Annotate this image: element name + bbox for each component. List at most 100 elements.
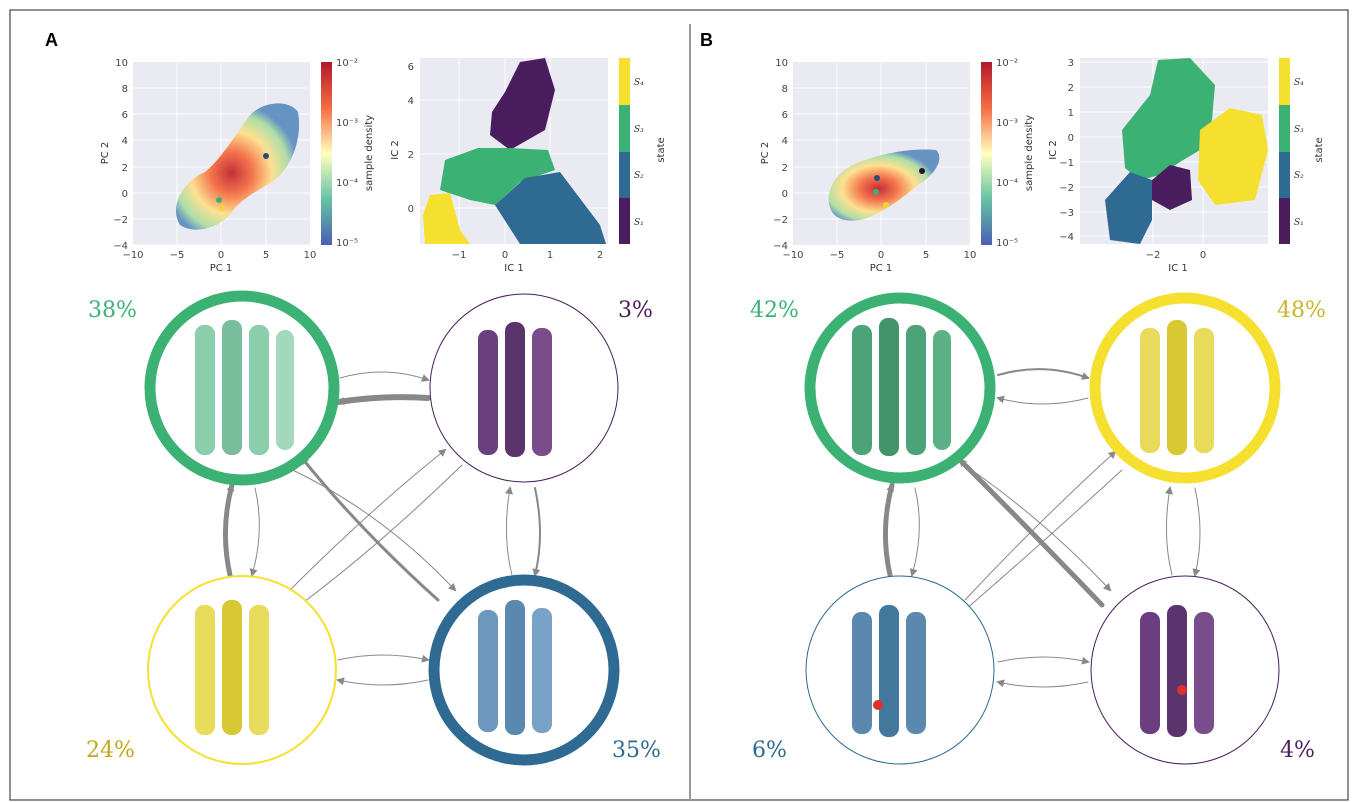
pca-a-cbar-tick: 10⁻⁴ bbox=[336, 178, 358, 189]
pca-a-ylabel: PC 2 bbox=[100, 142, 111, 165]
ica-b-xtick: 0 bbox=[1200, 250, 1206, 261]
ica-a-state-label: S₁ bbox=[634, 218, 644, 228]
state-node: 42% bbox=[750, 292, 996, 484]
pca-a-cbar-tick: 10⁻² bbox=[336, 58, 358, 69]
pca-a-ytick: 10 bbox=[115, 58, 128, 69]
ica-b-state-label: S₂ bbox=[1294, 171, 1304, 181]
pca-a-ytick: 2 bbox=[122, 163, 128, 174]
state-node: 24% bbox=[86, 575, 337, 765]
state-node: 6% bbox=[752, 575, 995, 765]
ica-b-ytick: 1 bbox=[1068, 108, 1074, 119]
pca-a-cbar-tick: 10⁻⁵ bbox=[336, 238, 358, 249]
ica-b-ytick: −2 bbox=[1059, 183, 1074, 194]
ica-a-cbar-label: state bbox=[656, 137, 667, 162]
pca-b-ytick: 8 bbox=[782, 84, 788, 95]
pca-a-ytick: −2 bbox=[113, 215, 128, 226]
pca-b-xtick: 10 bbox=[964, 250, 977, 261]
ica-b-ytick: 0 bbox=[1068, 133, 1074, 144]
panel-a-letter: A bbox=[45, 30, 58, 50]
panel-b-ica-plot: −2 0 −4 −3 −2 −1 0 1 2 3 IC 1 IC 2 S₄ S₃… bbox=[1048, 58, 1325, 274]
ica-a-ylabel: IC 2 bbox=[390, 140, 401, 159]
ica-a-ytick: 2 bbox=[408, 150, 414, 161]
figure-border bbox=[9, 9, 1349, 801]
pca-a-ytick: −4 bbox=[113, 241, 128, 252]
ica-a-xtick: 0 bbox=[502, 250, 508, 261]
pca-b-cbar-tick: 10⁻⁵ bbox=[996, 238, 1018, 249]
state-population: 48% bbox=[1277, 298, 1326, 323]
state-population: 3% bbox=[618, 298, 653, 323]
panel-b-letter: B bbox=[700, 30, 713, 50]
ica-a-state-label: S₄ bbox=[634, 78, 644, 88]
ica-b-cbar-label: state bbox=[1314, 137, 1325, 162]
ica-b-ytick: 2 bbox=[1068, 83, 1074, 94]
pca-a-ytick: 6 bbox=[122, 110, 128, 121]
state-population: 42% bbox=[750, 298, 799, 323]
panel-b-state-network: 42% 48% 6% bbox=[750, 292, 1326, 765]
pca-b-ytick: 2 bbox=[782, 163, 788, 174]
panel-b-pca-plot: −10 −5 0 5 10 −4 −2 0 2 4 6 8 10 PC 1 PC… bbox=[760, 58, 1035, 274]
state-node: 35% bbox=[428, 574, 661, 766]
ica-b-xtick: −2 bbox=[1146, 250, 1161, 261]
ica-a-ytick: 6 bbox=[408, 62, 414, 73]
state-population: 4% bbox=[1280, 738, 1315, 763]
pca-b-xtick: −5 bbox=[830, 250, 845, 261]
ica-b-ylabel: IC 2 bbox=[1048, 140, 1059, 159]
state-node: 38% bbox=[88, 290, 340, 486]
panel-a: A −10 −5 0 5 10 −4 −2 0 2 bbox=[45, 30, 667, 766]
pca-b-ytick: 4 bbox=[782, 136, 788, 147]
pca-b-ytick: 6 bbox=[782, 110, 788, 121]
ica-a-state-label: S₃ bbox=[634, 125, 644, 135]
pca-b-ylabel: PC 2 bbox=[760, 142, 771, 165]
state-node: 4% bbox=[1090, 575, 1315, 765]
pca-a-xtick: −10 bbox=[122, 250, 143, 261]
ica-b-state-label: S₃ bbox=[1294, 125, 1304, 135]
ica-b-xlabel: IC 1 bbox=[1168, 263, 1187, 274]
pca-b-cbar-label: sample density bbox=[1024, 115, 1035, 191]
panel-a-ica-plot: −1 0 1 2 0 2 4 6 IC 1 IC 2 S₄ S₃ S₂ S₁ s… bbox=[390, 58, 667, 274]
pca-b-cbar-tick: 10⁻⁴ bbox=[996, 178, 1018, 189]
pca-b-ytick: 0 bbox=[782, 189, 788, 200]
ica-b-ytick: −4 bbox=[1059, 232, 1074, 243]
pca-b-ytick: −2 bbox=[773, 215, 788, 226]
pca-a-xlabel: PC 1 bbox=[210, 263, 233, 274]
ica-b-state-label: S₄ bbox=[1294, 78, 1304, 88]
ica-a-xtick: −1 bbox=[452, 250, 467, 261]
pca-b-cbar-tick: 10⁻² bbox=[996, 58, 1018, 69]
panel-a-pca-plot: −10 −5 0 5 10 −4 −2 0 2 4 6 8 10 PC 1 PC… bbox=[100, 58, 375, 274]
ica-b-state-label: S₁ bbox=[1294, 218, 1304, 228]
ica-b-ytick: 3 bbox=[1068, 58, 1074, 69]
pca-b-xtick: 5 bbox=[923, 250, 929, 261]
pca-b-ytick: 10 bbox=[775, 58, 788, 69]
pca-b-xtick: 0 bbox=[878, 250, 884, 261]
ica-a-xlabel: IC 1 bbox=[504, 263, 523, 274]
ica-b-ytick: −3 bbox=[1059, 208, 1074, 219]
state-population: 38% bbox=[88, 298, 137, 323]
pca-a-ytick: 8 bbox=[122, 84, 128, 95]
pca-a-xtick: −5 bbox=[170, 250, 185, 261]
state-population: 6% bbox=[752, 738, 787, 763]
ica-a-xtick: 2 bbox=[597, 250, 603, 261]
ica-a-ytick: 4 bbox=[408, 96, 414, 107]
panel-a-state-network: 38% 3% 24% bbox=[86, 290, 661, 766]
ica-a-xtick: 1 bbox=[547, 250, 553, 261]
state-node: 3% bbox=[429, 293, 653, 483]
ica-a-state-label: S₂ bbox=[634, 171, 644, 181]
ica-b-ytick: −1 bbox=[1059, 158, 1074, 169]
pca-a-xtick: 10 bbox=[304, 250, 317, 261]
pca-b-xtick: −10 bbox=[782, 250, 803, 261]
pca-b-ytick: −4 bbox=[773, 241, 788, 252]
pca-a-ytick: 4 bbox=[122, 136, 128, 147]
state-node: 48% bbox=[1089, 292, 1326, 484]
pca-a-xtick: 0 bbox=[218, 250, 224, 261]
pca-b-xlabel: PC 1 bbox=[870, 263, 893, 274]
pca-a-xtick: 5 bbox=[263, 250, 269, 261]
pca-a-cbar-label: sample density bbox=[364, 115, 375, 191]
panel-b: B −10 −5 0 5 10 −4 −2 0 2 4 bbox=[700, 30, 1326, 765]
pca-b-cbar-tick: 10⁻³ bbox=[996, 118, 1018, 129]
state-population: 35% bbox=[612, 738, 661, 763]
pca-a-cbar-tick: 10⁻³ bbox=[336, 118, 358, 129]
ica-a-ytick: 0 bbox=[408, 204, 414, 215]
state-population: 24% bbox=[86, 738, 135, 763]
pca-a-ytick: 0 bbox=[122, 189, 128, 200]
